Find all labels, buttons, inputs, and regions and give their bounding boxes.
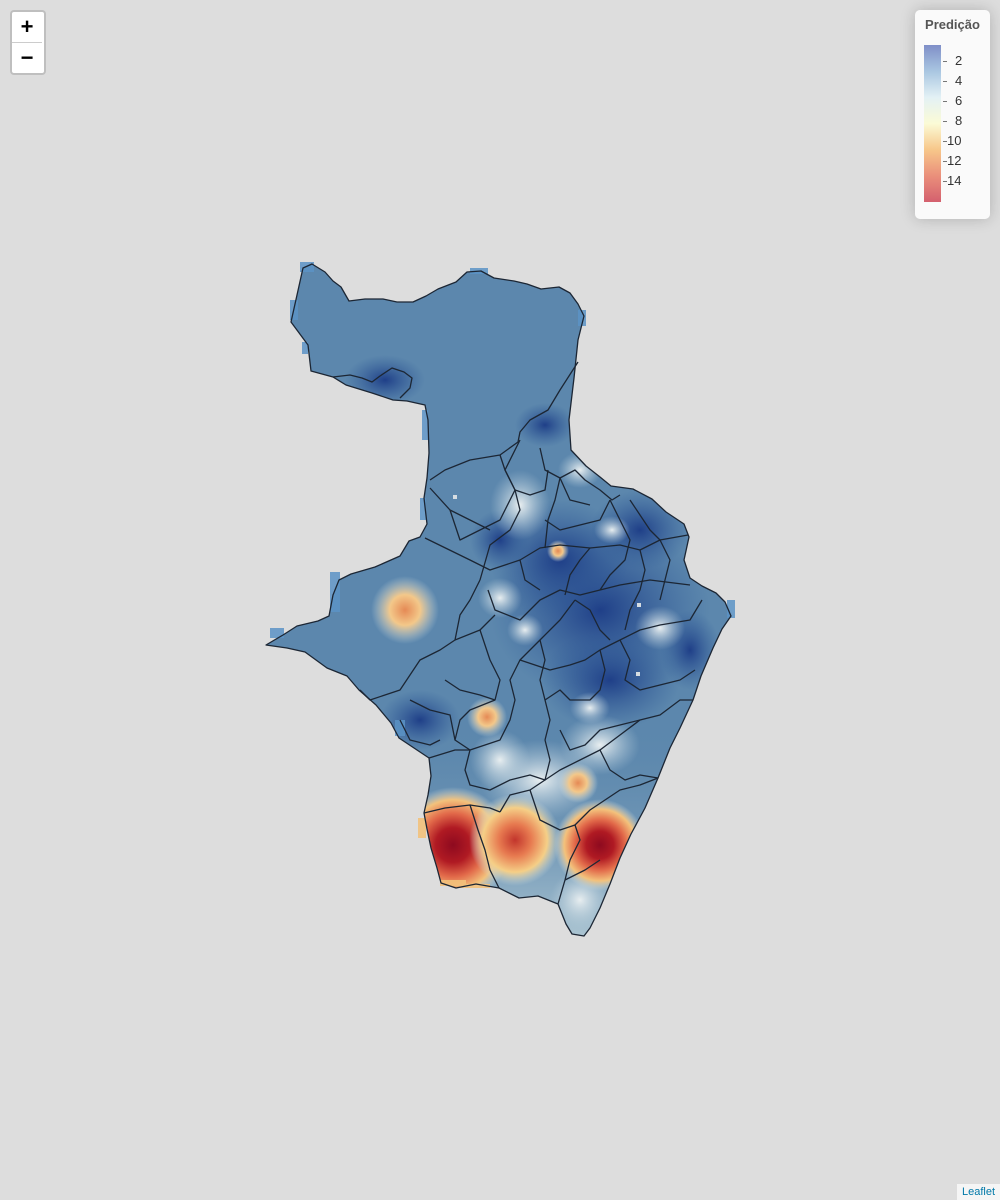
zoom-in-button[interactable]: +: [20, 14, 34, 39]
legend-tick: [943, 181, 947, 182]
legend-tick: [943, 101, 947, 102]
legend-tick: [943, 61, 947, 62]
legend-title: Predição: [925, 17, 980, 32]
legend-tick: [943, 141, 947, 142]
legend-color-bar: [924, 45, 941, 202]
legend-label: 14: [947, 173, 962, 188]
zoom-out-button[interactable]: −: [12, 42, 42, 73]
legend: Predição 2 4 6 8 10 12 14: [915, 10, 990, 219]
legend-label: 4: [955, 73, 963, 88]
raster-edge-warm: [418, 818, 490, 888]
attribution-link[interactable]: Leaflet: [956, 1184, 1000, 1200]
legend-tick: [943, 161, 947, 162]
neighborhood-boundaries: [265, 263, 732, 937]
legend-label: 10: [947, 133, 962, 148]
legend-label: 2: [955, 53, 963, 68]
legend-label: 6: [955, 93, 963, 108]
prediction-raster: [266, 264, 731, 936]
legend-label: 12: [947, 153, 962, 168]
sample-markers: [453, 495, 641, 676]
legend-label: 8: [955, 113, 963, 128]
legend-tick: [943, 121, 947, 122]
zoom-control: + −: [10, 10, 46, 75]
legend-tick: [943, 81, 947, 82]
